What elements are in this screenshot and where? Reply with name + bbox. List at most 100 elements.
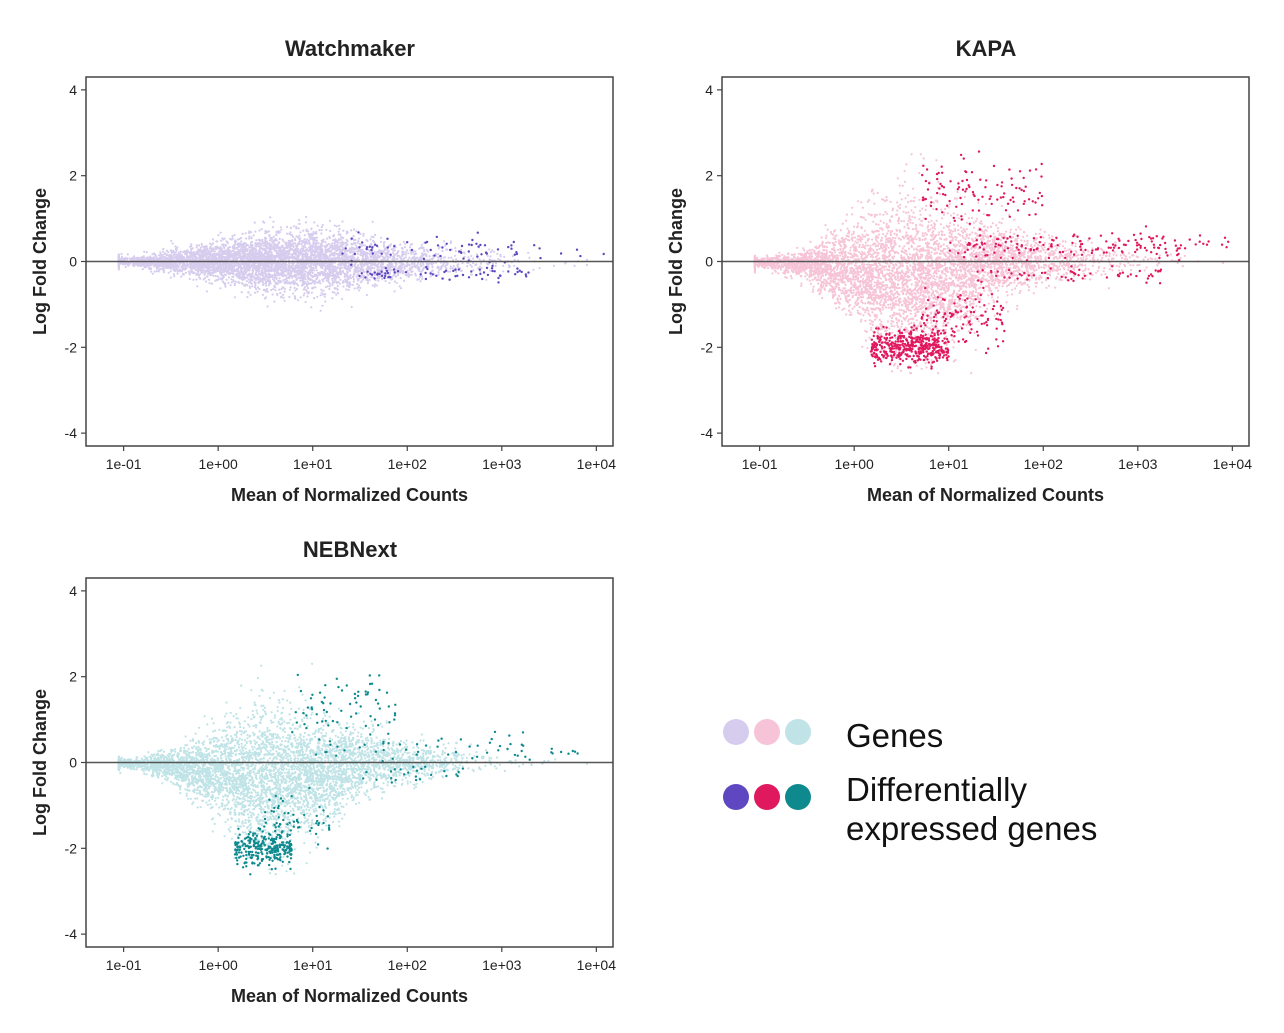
gene-point <box>350 229 353 232</box>
gene-point <box>199 277 202 280</box>
gene-point <box>402 250 405 253</box>
gene-point <box>398 285 401 288</box>
gene-point <box>264 290 267 293</box>
gene-point <box>324 285 327 289</box>
gene-point <box>452 264 455 268</box>
gene-point <box>284 274 287 277</box>
gene-point <box>380 236 383 239</box>
gene-point <box>257 272 261 275</box>
gene-point <box>189 253 192 256</box>
gene-point <box>237 269 240 272</box>
gene-point <box>174 251 177 254</box>
gene-point <box>311 236 314 239</box>
gene-point <box>297 227 300 230</box>
gene-point <box>328 219 332 222</box>
gene-point <box>328 254 331 257</box>
gene-point <box>298 242 301 246</box>
gene-point <box>402 240 405 243</box>
gene-point <box>302 288 305 291</box>
gene-point <box>258 239 261 242</box>
gene-point <box>486 262 489 265</box>
gene-point <box>250 241 253 244</box>
gene-point <box>318 246 321 249</box>
gene-point <box>170 239 173 242</box>
gene-point <box>260 253 263 256</box>
gene-point <box>159 253 162 256</box>
gene-point <box>339 233 342 236</box>
gene-point <box>312 263 315 267</box>
gene-point <box>290 271 293 274</box>
gene-point <box>478 265 482 268</box>
gene-point <box>197 274 200 277</box>
gene-point <box>362 232 365 235</box>
gene-point <box>312 266 315 270</box>
gene-point <box>269 216 272 219</box>
gene-point <box>272 235 275 238</box>
gene-point <box>364 255 367 258</box>
gene-point <box>345 288 348 291</box>
gene-point <box>181 266 184 269</box>
gene-point <box>303 238 306 241</box>
gene-point <box>229 272 232 275</box>
gene-point <box>259 247 262 250</box>
gene-point <box>220 274 223 277</box>
gene-point <box>446 270 450 273</box>
gene-point <box>277 241 280 244</box>
gene-point <box>319 282 322 285</box>
gene-point <box>316 274 319 277</box>
gene-point <box>285 241 288 244</box>
gene-point <box>423 248 426 251</box>
gene-point <box>323 293 326 296</box>
gene-point <box>237 238 240 241</box>
gene-point <box>313 282 316 285</box>
gene-point <box>283 290 286 293</box>
gene-point <box>392 274 395 277</box>
gene-point <box>228 258 231 261</box>
gene-point <box>400 287 403 290</box>
gene-point <box>425 248 428 251</box>
gene-point <box>177 251 180 254</box>
gene-point <box>223 273 226 276</box>
gene-point <box>238 266 241 269</box>
gene-point <box>290 254 293 257</box>
gene-point <box>224 244 227 247</box>
gene-point <box>306 248 309 251</box>
gene-point <box>288 253 291 256</box>
gene-point <box>486 254 489 257</box>
gene-point <box>382 241 385 244</box>
gene-point <box>248 230 251 233</box>
gene-point <box>310 291 313 294</box>
gene-point <box>223 262 226 265</box>
gene-point <box>292 279 295 282</box>
gene-point <box>215 247 218 250</box>
gene-point <box>272 288 275 291</box>
gene-point <box>299 258 303 261</box>
gene-point <box>250 236 253 239</box>
gene-point <box>275 249 278 252</box>
gene-point <box>137 262 140 265</box>
gene-point <box>469 263 472 267</box>
gene-point <box>452 258 455 262</box>
gene-point <box>267 284 270 287</box>
gene-point <box>388 281 391 284</box>
gene-point <box>460 248 463 251</box>
gene-point <box>421 253 424 256</box>
gene-point <box>426 250 429 253</box>
gene-point <box>294 273 297 276</box>
gene-point <box>239 248 242 251</box>
gene-point <box>335 225 338 228</box>
gene-point <box>325 244 328 247</box>
gene-point <box>532 268 535 271</box>
gene-point <box>511 255 514 258</box>
gene-point <box>269 247 272 250</box>
panel-watchmaker: Watchmaker 1e-01 1e+00 1e+01 1e+02 1e+03 1e+0… <box>30 36 616 505</box>
gene-point <box>399 276 402 280</box>
gene-point <box>201 271 204 274</box>
gene-point <box>323 245 326 248</box>
gene-point <box>313 246 316 249</box>
gene-point <box>334 277 337 280</box>
gene-point <box>150 267 153 271</box>
gene-point <box>284 269 287 272</box>
gene-point <box>361 274 364 277</box>
gene-point <box>331 242 334 245</box>
